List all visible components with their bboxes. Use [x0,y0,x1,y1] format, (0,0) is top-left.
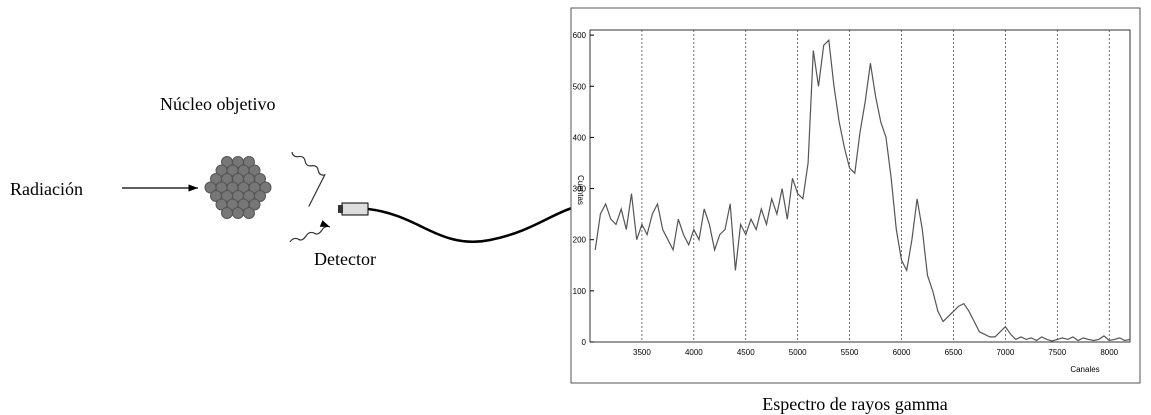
nucleon [254,173,266,185]
x-axis-label: Canales [1070,365,1099,374]
x-tick-label: 5500 [841,348,859,357]
y-tick-label: 500 [573,82,587,91]
y-tick-label: 600 [573,31,587,40]
x-tick-label: 7000 [996,348,1014,357]
nucleus [204,156,272,219]
spectrum-line [594,38,1131,342]
nucleon [221,207,233,219]
x-tick-label: 3500 [633,348,651,357]
detector-tip [338,205,343,213]
x-tick-label: 6500 [945,348,963,357]
nucleon [243,207,255,219]
detector [341,202,369,216]
x-tick-label: 8000 [1100,348,1118,357]
y-tick-label: 200 [573,236,587,245]
y-axis-label: Cuentas [576,175,585,205]
nucleus-label: Núcleo objetivo [160,94,275,114]
gamma-wave [289,220,331,243]
x-tick-label: 6000 [893,348,911,357]
y-tick-label: 400 [573,133,587,142]
nucleon [243,156,255,168]
nucleon [232,207,244,219]
x-tick-label: 5000 [789,348,807,357]
x-tick-label: 4500 [737,348,755,357]
cable [367,206,573,243]
detector-label: Detector [314,249,376,269]
y-tick-label: 0 [582,338,587,347]
x-tick-label: 4000 [685,348,703,357]
nucleon [259,181,272,194]
y-tick-label: 300 [573,185,587,194]
x-tick-label: 7500 [1048,348,1066,357]
nucleon [254,190,266,202]
nucleon [248,164,261,177]
nucleon [248,198,261,211]
y-tick-label: 100 [573,287,587,296]
chart-frame [570,7,1141,384]
plot-area [589,29,1131,343]
caption: Espectro de rayos gamma [762,394,947,414]
radiation-label: Radiación [10,179,83,199]
gamma-wave [291,151,326,207]
